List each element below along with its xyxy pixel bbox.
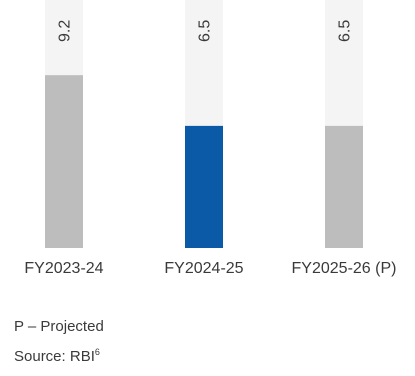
category-label: FY2025-26 (P): [292, 260, 397, 277]
bar: [185, 125, 223, 248]
value-label: 9.2: [57, 20, 74, 42]
bar: [45, 75, 83, 248]
source-footnote-ref: 6: [94, 347, 100, 357]
source-label: Source: RBI: [14, 348, 95, 365]
bar-chart: 9.2 6.5 6.5 FY2023-24 FY2024-25 FY2025-26 (P…: [24, 0, 396, 277]
bars: [45, 75, 363, 248]
category-label: FY2023-24: [24, 260, 103, 277]
value-labels: 9.2 6.5 6.5: [57, 20, 354, 42]
category-label: FY2024-25: [164, 260, 243, 277]
bar: [325, 125, 363, 248]
category-labels: FY2023-24 FY2024-25 FY2025-26 (P): [24, 260, 396, 277]
source-note: Source: RBI6: [14, 347, 100, 366]
value-label: 6.5: [197, 20, 214, 42]
bar-tracks: [45, 0, 363, 248]
projected-note: P – Projected: [14, 318, 104, 335]
value-label: 6.5: [337, 20, 354, 42]
